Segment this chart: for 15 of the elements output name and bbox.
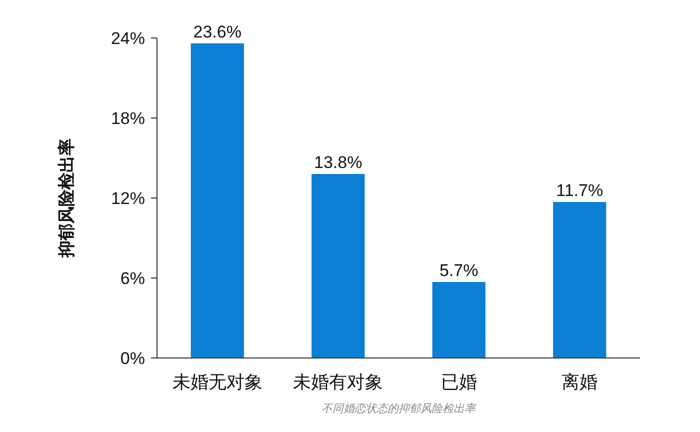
x-tick-label: 未婚有对象 (293, 372, 384, 392)
y-tick-label: 6% (120, 269, 145, 288)
x-tick-label: 已婚 (440, 372, 477, 392)
y-tick-label: 18% (110, 109, 145, 128)
x-tick-label: 离婚 (562, 372, 598, 392)
text: 不同婚恋状态的抑郁风险检出率 (322, 402, 476, 415)
data-label: 11.7% (556, 181, 604, 200)
data-label: 5.7% (440, 261, 478, 280)
data-label: 13.8% (314, 153, 362, 172)
y-tick-label: 0% (120, 349, 145, 368)
y-axis-title: 抑郁风险检出率 (57, 138, 76, 258)
y-tick-label: 12% (110, 189, 145, 208)
data-label: 23.6% (193, 22, 242, 42)
x-tick-label: 未婚无对象 (172, 372, 262, 392)
y-tick-label: 24% (110, 29, 145, 48)
